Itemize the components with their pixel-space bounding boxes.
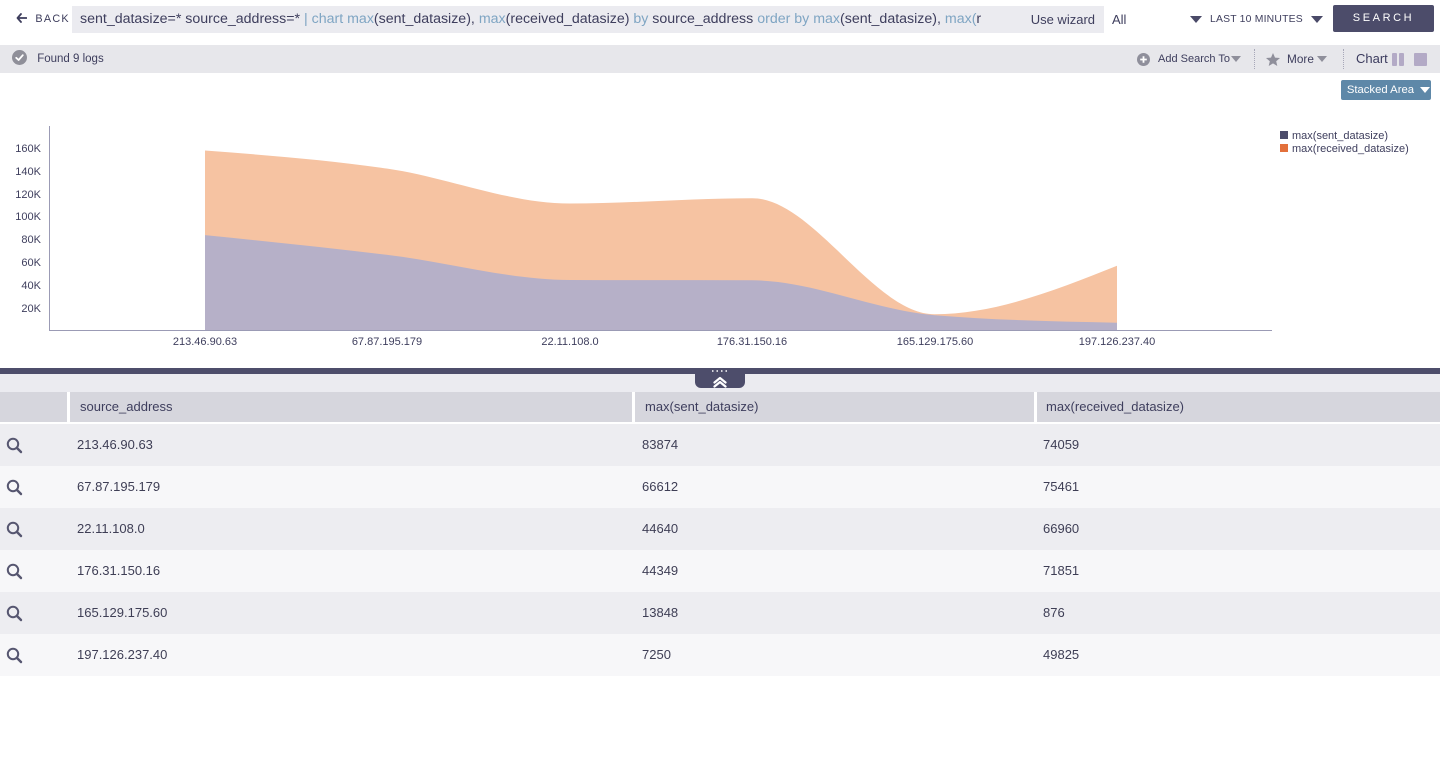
svg-text:140K: 140K xyxy=(15,166,41,178)
svg-text:176.31.150.16: 176.31.150.16 xyxy=(717,336,787,348)
svg-text:160K: 160K xyxy=(15,143,41,155)
svg-text:120K: 120K xyxy=(15,189,41,201)
svg-text:197.126.237.40: 197.126.237.40 xyxy=(1079,336,1155,348)
svg-text:165.129.175.60: 165.129.175.60 xyxy=(897,336,973,348)
svg-text:40K: 40K xyxy=(21,280,41,292)
svg-text:213.46.90.63: 213.46.90.63 xyxy=(173,336,237,348)
svg-text:80K: 80K xyxy=(21,234,41,246)
svg-text:max(sent_datasize): max(sent_datasize) xyxy=(1292,130,1388,142)
svg-text:22.11.108.0: 22.11.108.0 xyxy=(541,336,598,348)
svg-text:60K: 60K xyxy=(21,257,41,269)
svg-text:20K: 20K xyxy=(21,303,41,315)
svg-text:100K: 100K xyxy=(15,211,41,223)
svg-text:67.87.195.179: 67.87.195.179 xyxy=(352,336,422,348)
svg-text:max(received_datasize): max(received_datasize) xyxy=(1292,143,1409,155)
